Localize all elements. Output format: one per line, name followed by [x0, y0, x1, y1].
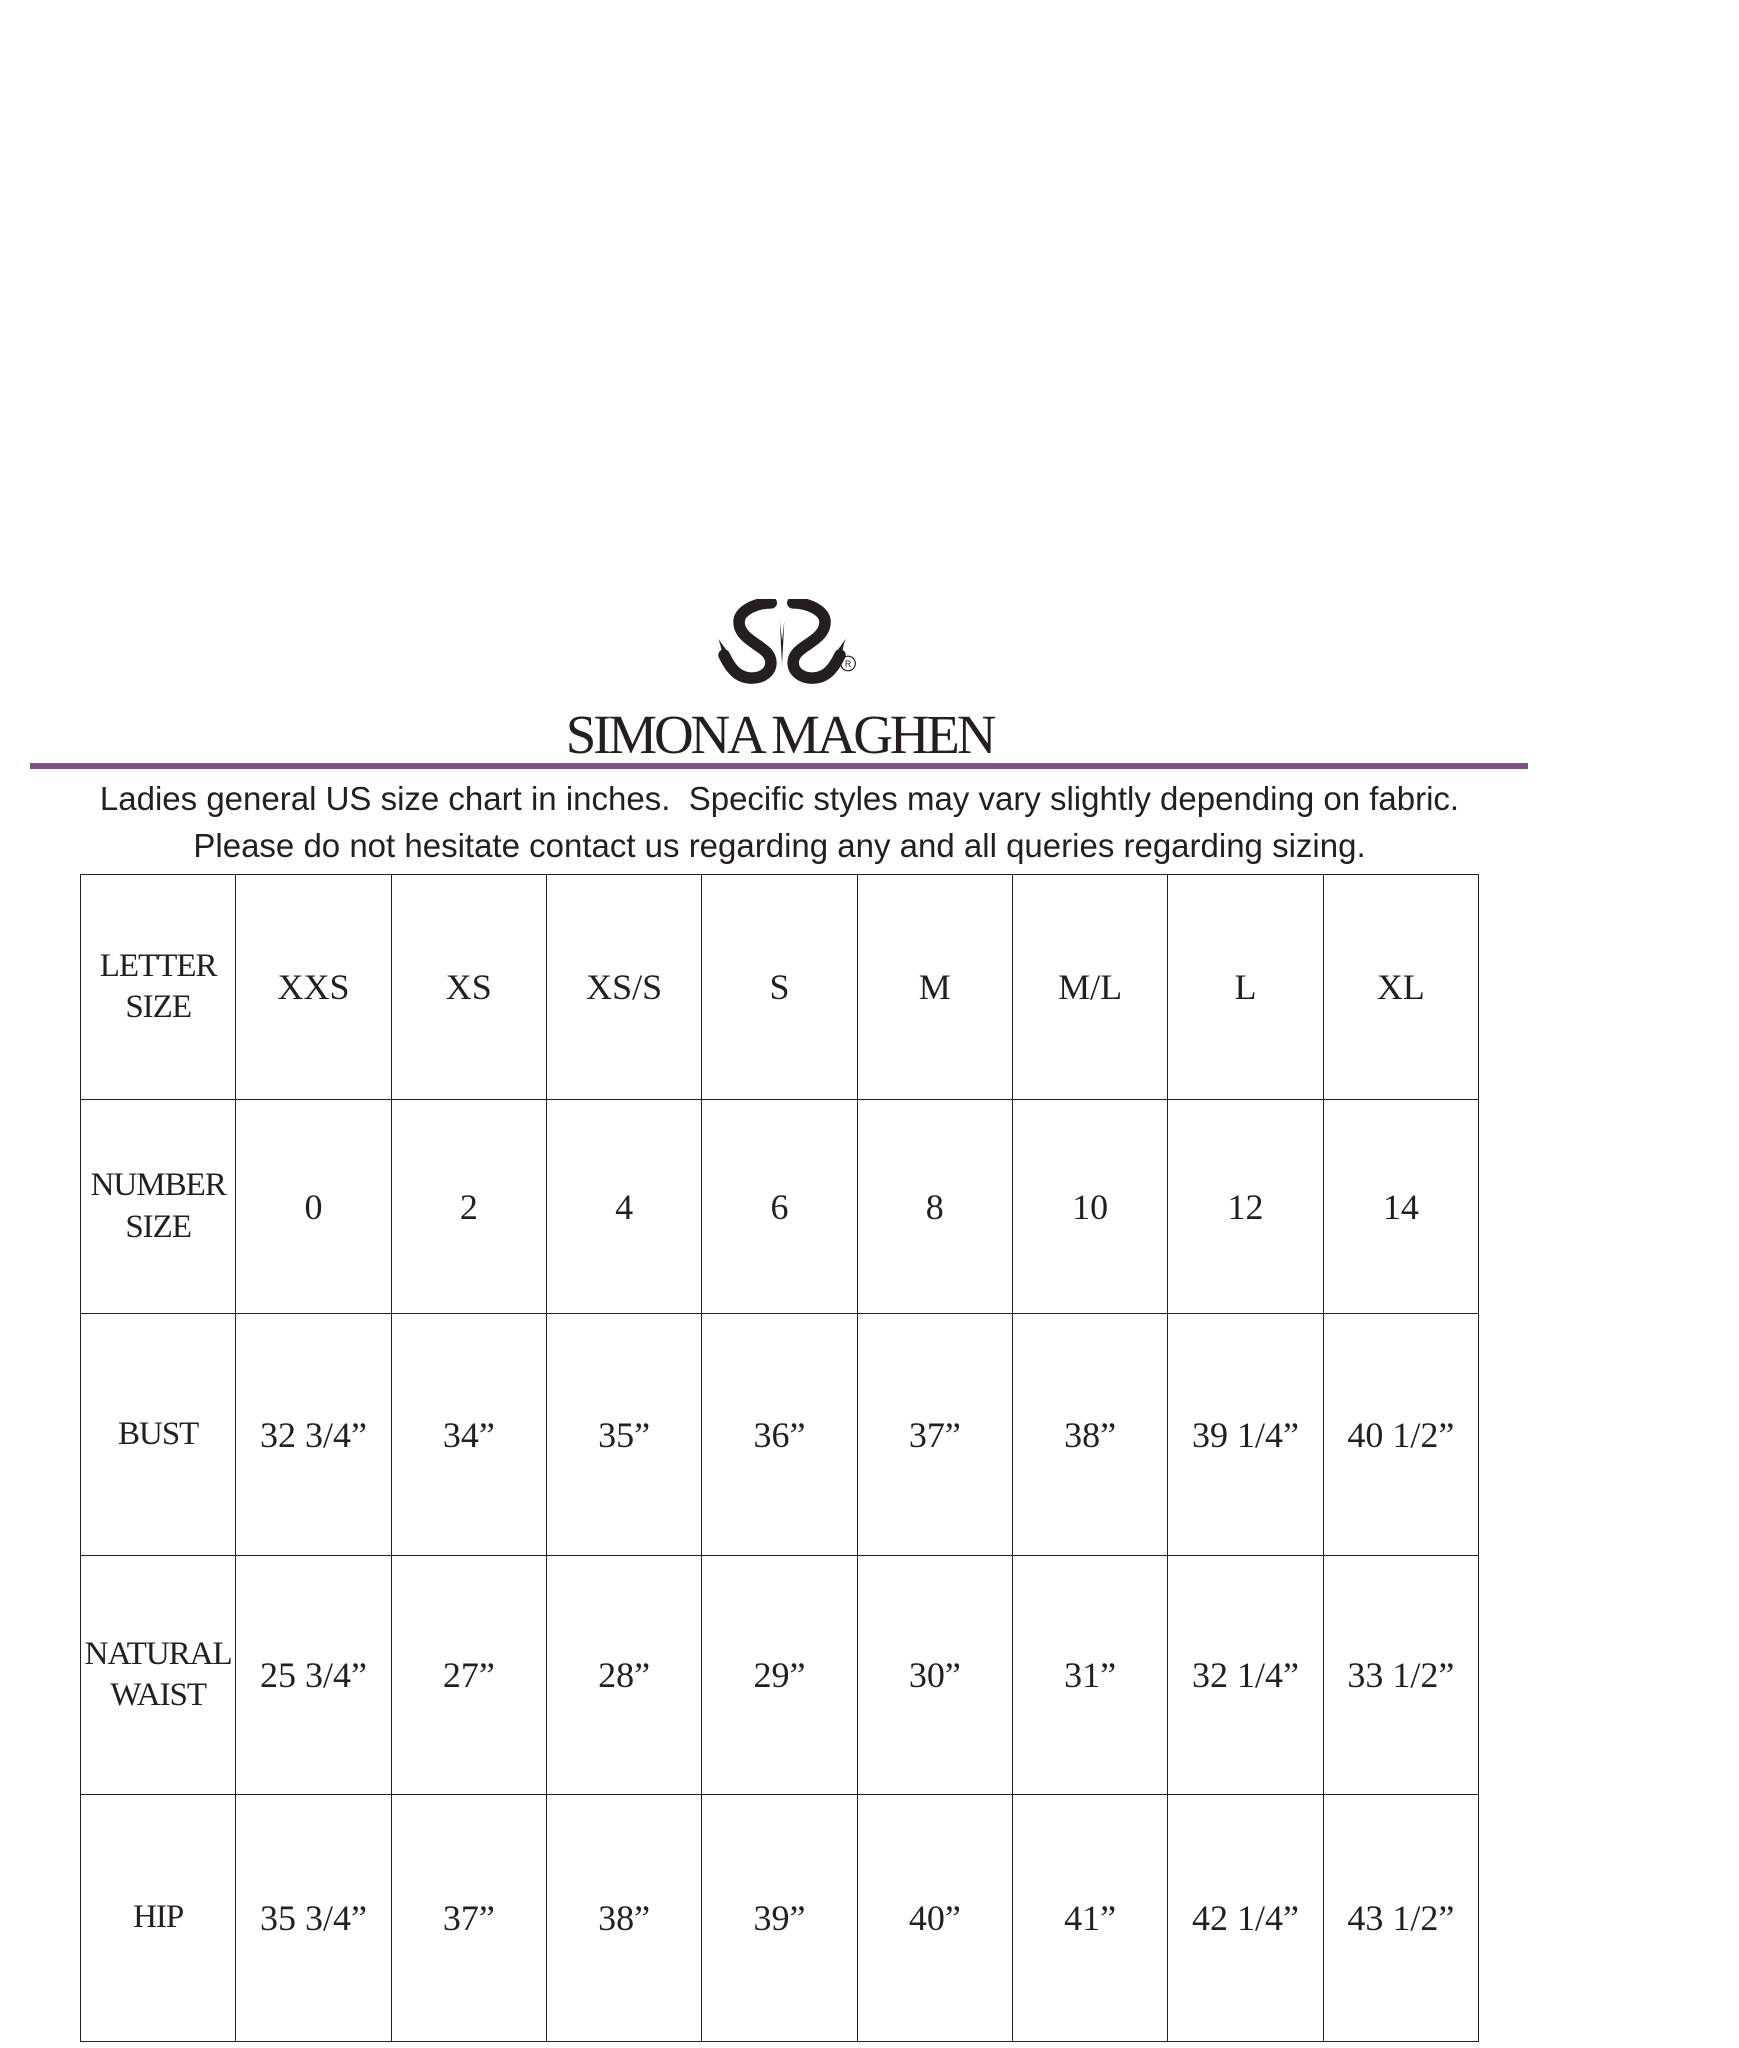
svg-text:R: R	[845, 659, 851, 669]
